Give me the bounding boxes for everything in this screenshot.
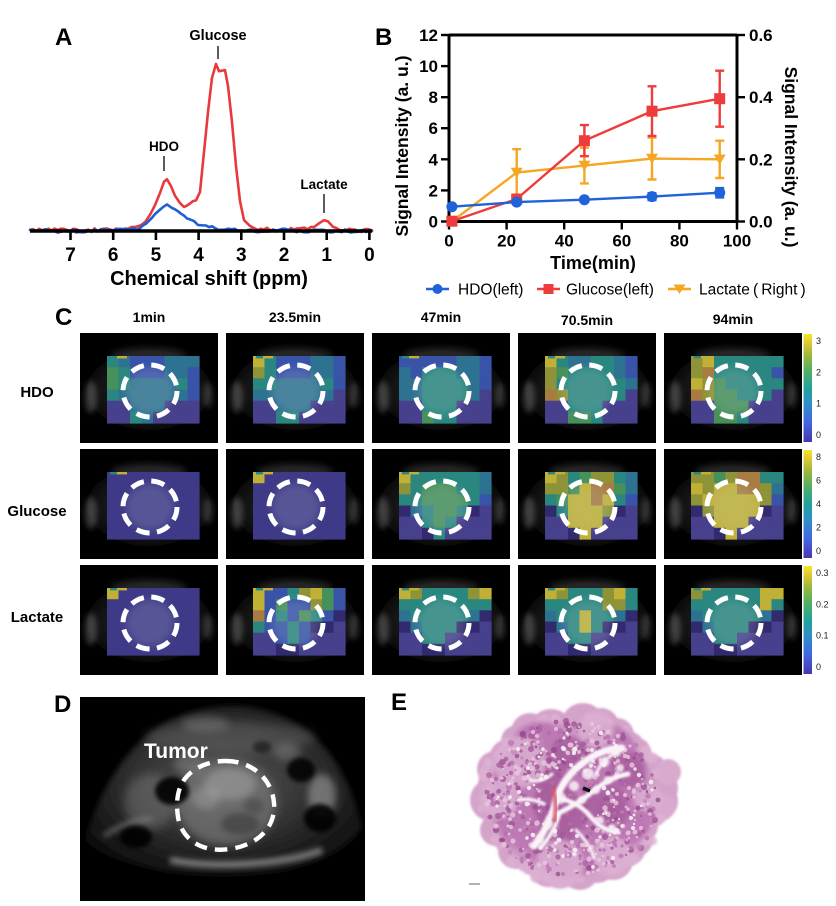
svg-text:Chemical shift (ppm): Chemical shift (ppm) (110, 268, 308, 290)
svg-text:0.3: 0.3 (816, 568, 829, 578)
svg-text:100: 100 (723, 232, 751, 251)
svg-text:0: 0 (816, 662, 821, 672)
svg-text:0.2: 0.2 (749, 150, 773, 169)
svg-text:3: 3 (816, 336, 821, 346)
svg-text:8: 8 (816, 452, 821, 462)
svg-text:C: C (55, 304, 72, 331)
svg-text:2: 2 (816, 367, 821, 377)
svg-text:Glucose: Glucose (7, 503, 66, 520)
svg-text:0.6: 0.6 (749, 26, 773, 45)
svg-text:40: 40 (555, 232, 574, 251)
svg-text:5: 5 (151, 245, 162, 266)
svg-text:4: 4 (816, 499, 821, 509)
svg-text:0: 0 (364, 245, 375, 266)
svg-text:2: 2 (429, 181, 438, 200)
svg-text:Tumor: Tumor (144, 740, 208, 763)
svg-text:Lactate: Lactate (11, 609, 64, 626)
svg-text:Glucose(left): Glucose(left) (566, 282, 654, 299)
svg-text:0: 0 (816, 430, 821, 440)
svg-text:E: E (391, 689, 407, 716)
svg-text:3: 3 (236, 245, 247, 266)
svg-text:2: 2 (816, 523, 821, 533)
svg-text:4: 4 (429, 150, 439, 169)
svg-text:12: 12 (419, 26, 438, 45)
svg-text:7: 7 (65, 245, 76, 266)
svg-text:0.1: 0.1 (816, 631, 829, 641)
svg-text:A: A (55, 24, 72, 51)
svg-text:0: 0 (429, 213, 438, 232)
svg-text:0.4: 0.4 (749, 88, 773, 107)
svg-text:94min: 94min (713, 311, 753, 327)
svg-text:Time(min): Time(min) (550, 253, 636, 273)
svg-text:HDO: HDO (149, 139, 179, 154)
svg-text:2: 2 (279, 245, 290, 266)
svg-text:0.0: 0.0 (749, 213, 773, 232)
svg-text:D: D (54, 691, 71, 718)
svg-text:6: 6 (108, 245, 119, 266)
svg-text:HDO: HDO (20, 384, 54, 401)
svg-text:6: 6 (429, 119, 438, 138)
svg-text:0: 0 (816, 546, 821, 556)
svg-text:0.2: 0.2 (816, 599, 829, 609)
svg-text:B: B (375, 24, 392, 51)
svg-text:Lactate ( Right ): Lactate ( Right ) (699, 282, 806, 299)
svg-text:60: 60 (612, 232, 631, 251)
svg-text:6: 6 (816, 476, 821, 486)
svg-text:Signal Intensity (a. u.): Signal Intensity (a. u.) (781, 67, 801, 248)
svg-text:20: 20 (497, 232, 516, 251)
svg-text:70.5min: 70.5min (561, 312, 613, 328)
svg-text:80: 80 (670, 232, 689, 251)
svg-text:Signal Intensity (a. u.): Signal Intensity (a. u.) (392, 56, 412, 237)
svg-text:Lactate: Lactate (300, 177, 348, 192)
svg-text:1: 1 (321, 245, 332, 266)
svg-text:8: 8 (429, 88, 438, 107)
svg-text:47min: 47min (421, 309, 461, 325)
svg-text:10: 10 (419, 57, 438, 76)
svg-text:1: 1 (816, 399, 821, 409)
svg-text:0: 0 (444, 232, 453, 251)
svg-text:Glucose: Glucose (189, 28, 246, 44)
svg-text:HDO(left): HDO(left) (458, 282, 523, 299)
svg-text:4: 4 (193, 245, 204, 266)
svg-text:1min: 1min (133, 309, 166, 325)
svg-text:23.5min: 23.5min (269, 309, 321, 325)
